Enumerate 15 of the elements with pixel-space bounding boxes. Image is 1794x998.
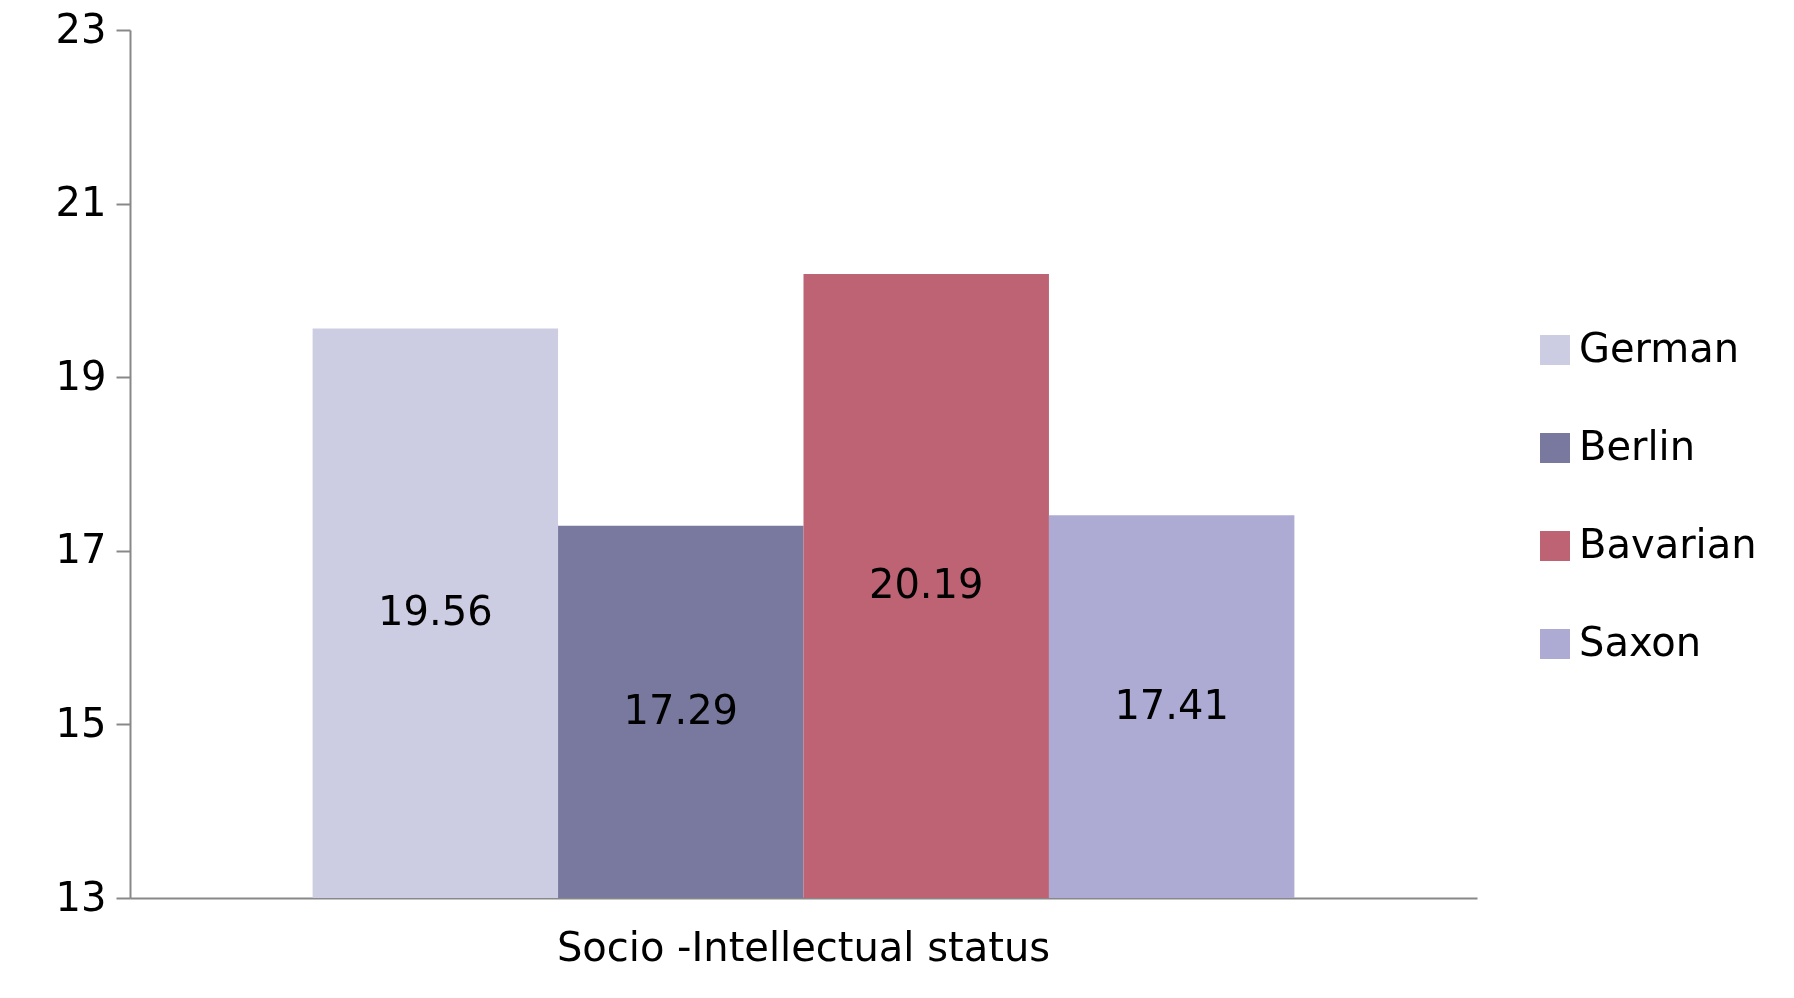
y-tick-label: 21 xyxy=(55,179,107,226)
y-tick-label: 19 xyxy=(55,352,107,399)
data-label: 20.19 xyxy=(868,560,984,607)
data-label: 19.56 xyxy=(378,588,493,635)
y-tick-label: 23 xyxy=(55,5,107,52)
y-tick-label: 15 xyxy=(55,699,107,746)
y-tick-label: 13 xyxy=(55,873,107,920)
data-label: 17.41 xyxy=(1114,681,1229,728)
legend-label: Bavarian xyxy=(1579,521,1757,567)
legend-label: Berlin xyxy=(1579,423,1696,469)
y-tick-label: 17 xyxy=(55,526,107,573)
legend-label: Saxon xyxy=(1579,619,1702,665)
data-label: 17.29 xyxy=(623,686,739,733)
x-tick-label: Socio -Intellectual status xyxy=(556,923,1051,970)
legend-label: German xyxy=(1579,325,1740,371)
